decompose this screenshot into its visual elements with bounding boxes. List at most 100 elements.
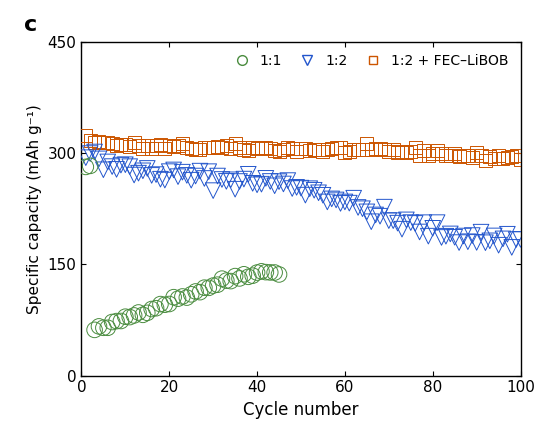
Point: [125, 314, 134, 321]
Point: [244, 171, 252, 178]
Point: [112, 142, 121, 149]
Point: [239, 146, 248, 153]
Point: [508, 244, 516, 251]
Point: [362, 208, 371, 215]
Point: [340, 198, 349, 205]
Point: [371, 211, 380, 218]
Point: [196, 168, 205, 174]
Point: [314, 146, 323, 153]
Point: [345, 148, 354, 155]
Point: [503, 231, 512, 238]
Point: [147, 145, 156, 151]
Point: [367, 218, 376, 225]
Point: [152, 305, 161, 312]
Point: [191, 173, 200, 180]
Point: [121, 141, 130, 148]
Point: [165, 300, 174, 307]
Point: [244, 273, 252, 280]
Point: [156, 301, 165, 308]
Point: [318, 148, 327, 155]
Point: [165, 142, 174, 149]
Point: [279, 181, 288, 187]
Point: [213, 281, 222, 288]
Point: [468, 232, 477, 239]
Point: [428, 150, 437, 157]
Point: [81, 154, 90, 161]
Point: [270, 269, 279, 276]
Point: [108, 319, 117, 326]
Point: [318, 192, 327, 199]
Point: [108, 140, 117, 147]
Point: [230, 273, 239, 279]
Point: [174, 142, 183, 149]
Point: [437, 150, 446, 157]
Point: [143, 309, 152, 316]
Point: [516, 156, 525, 163]
Point: [516, 236, 525, 243]
Point: [183, 172, 191, 179]
Point: [81, 132, 90, 139]
Point: [156, 141, 165, 148]
Point: [125, 143, 134, 150]
Point: [187, 145, 196, 152]
Point: [336, 145, 345, 151]
Point: [244, 147, 252, 154]
Point: [99, 324, 108, 331]
Point: [191, 146, 200, 153]
Point: [248, 144, 257, 151]
Point: [494, 152, 503, 159]
Point: [433, 148, 442, 155]
Point: [274, 271, 283, 278]
Point: [499, 155, 508, 162]
Point: [235, 275, 244, 282]
Point: [178, 140, 187, 147]
Point: [169, 294, 178, 301]
Text: c: c: [24, 15, 37, 35]
Point: [147, 306, 156, 312]
Point: [226, 176, 235, 183]
Point: [424, 151, 433, 158]
Point: [380, 146, 389, 153]
Point: [477, 229, 486, 236]
Point: [296, 145, 305, 152]
Point: [415, 152, 424, 159]
Point: [218, 145, 227, 151]
Point: [230, 186, 239, 193]
Point: [134, 141, 143, 148]
Point: [99, 139, 108, 146]
Point: [301, 192, 310, 199]
Point: [376, 145, 384, 152]
Point: [252, 145, 261, 152]
Point: [174, 173, 183, 180]
Point: [283, 177, 292, 184]
Point: [196, 289, 205, 296]
Point: [494, 242, 503, 249]
Point: [314, 189, 323, 196]
Point: [205, 144, 213, 151]
Point: [183, 144, 191, 151]
Point: [358, 146, 367, 153]
Point: [402, 217, 411, 224]
Point: [442, 233, 450, 240]
Point: [424, 233, 433, 240]
Point: [103, 158, 112, 165]
Point: [384, 148, 393, 155]
Point: [86, 162, 95, 169]
Point: [226, 278, 235, 285]
Point: [433, 219, 442, 226]
Point: [393, 149, 402, 156]
Point: [161, 145, 169, 152]
Point: [209, 187, 218, 194]
Point: [349, 146, 358, 153]
Point: [288, 185, 296, 192]
Point: [200, 175, 209, 182]
Point: [384, 217, 393, 224]
Point: [420, 147, 428, 154]
Point: [490, 155, 499, 161]
Point: [161, 177, 169, 184]
Point: [472, 239, 481, 246]
Point: [239, 176, 248, 183]
Point: [213, 143, 222, 150]
Point: [393, 220, 402, 227]
Point: [376, 213, 384, 220]
